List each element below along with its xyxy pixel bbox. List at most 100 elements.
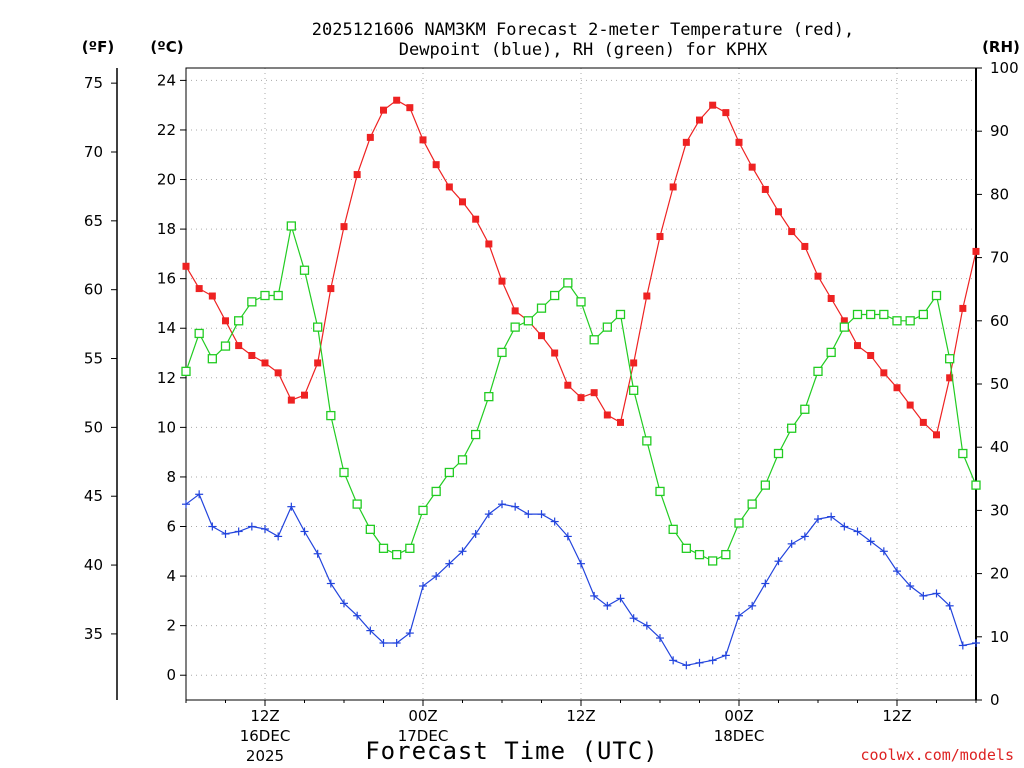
- chart-title-line1: 2025121606 NAM3KM Forecast 2-meter Tempe…: [312, 20, 854, 40]
- rh-point: [523, 316, 533, 326]
- dewpoint-point: [379, 638, 388, 647]
- date-tick-label: 18DEC: [714, 727, 765, 745]
- rh-tick-label: 30: [990, 501, 1009, 519]
- dewpoint-point: [866, 537, 875, 546]
- temperature-point: [709, 101, 717, 109]
- temperature-point: [248, 351, 256, 359]
- dewpoint-point: [419, 581, 427, 590]
- series-line: [185, 493, 977, 666]
- temperature-point: [840, 317, 848, 325]
- celsius-tick-label: 20: [157, 171, 176, 189]
- temperature-point: [222, 317, 229, 325]
- dewpoint-point: [498, 500, 506, 509]
- fahrenheit-unit-label: (ºF): [82, 38, 114, 56]
- dewpoint-point: [721, 651, 730, 660]
- celsius-tick-label: 10: [157, 418, 176, 436]
- dewpoint-point: [234, 527, 243, 536]
- time-tick-label: 00Z: [408, 707, 437, 725]
- rh-point: [234, 316, 244, 326]
- dewpoint-point: [405, 629, 414, 638]
- temperature-point: [538, 332, 545, 340]
- rh-point: [918, 309, 928, 320]
- dewpoint-point: [524, 510, 533, 519]
- temperature-point: [959, 304, 967, 312]
- celsius-tick-label: 0: [166, 666, 176, 684]
- dewpoint-point: [774, 557, 783, 566]
- temperature-point: [682, 138, 690, 146]
- rh-point: [286, 221, 296, 231]
- rh-tick-label: 10: [990, 628, 1009, 646]
- temperature-point: [301, 391, 308, 399]
- rh-point: [484, 391, 494, 402]
- dewpoint-point: [603, 601, 612, 610]
- temperature-point: [748, 163, 756, 171]
- year-tick-label: 2025: [246, 747, 284, 765]
- fahrenheit-tick-label: 70: [84, 143, 103, 161]
- temperature-point: [551, 349, 559, 357]
- temperature-point: [261, 359, 269, 367]
- temperature-point: [788, 228, 796, 236]
- dewpoint-point: [182, 500, 190, 509]
- rh-point: [576, 297, 586, 307]
- time-tick-label: 12Z: [882, 707, 911, 725]
- fahrenheit-tick-label: 40: [84, 556, 103, 574]
- temperature-point: [867, 351, 875, 359]
- temperature-point: [274, 369, 282, 377]
- dewpoint-point: [471, 529, 480, 538]
- celsius-tick-label: 18: [157, 220, 176, 238]
- temperature-point: [669, 183, 677, 191]
- rh-point: [194, 328, 204, 339]
- time-tick-label: 00Z: [724, 707, 753, 725]
- temperature-point: [893, 384, 901, 392]
- temperature-point: [472, 215, 480, 223]
- temperature-point: [590, 389, 598, 397]
- rh-tick-label: 70: [990, 249, 1009, 267]
- temperature-point: [287, 396, 295, 404]
- dewpoint-point: [458, 547, 467, 556]
- rh-point: [313, 322, 323, 332]
- rh-point: [563, 278, 573, 288]
- temperature-point: [511, 307, 519, 315]
- rh-point: [418, 505, 428, 516]
- dewpoint-point: [879, 547, 888, 556]
- rh-point: [220, 341, 231, 351]
- rh-point: [879, 309, 889, 320]
- rh-tick-label: 90: [990, 122, 1009, 140]
- celsius-tick-label: 4: [166, 567, 176, 585]
- series-2: [181, 221, 981, 566]
- rh-point: [615, 309, 626, 320]
- dewpoint-point: [445, 559, 454, 568]
- celsius-tick-label: 24: [157, 71, 176, 89]
- rh-point: [497, 347, 507, 358]
- temperature-point: [880, 369, 888, 377]
- series-1: [182, 490, 980, 670]
- temperature-point: [353, 171, 361, 179]
- dewpoint-point: [656, 634, 664, 643]
- rh-point: [931, 290, 942, 301]
- celsius-tick-label: 2: [166, 617, 176, 635]
- dewpoint-point: [590, 591, 599, 600]
- rh-point: [787, 423, 797, 433]
- dewpoint-point: [748, 601, 757, 610]
- rh-axis-ticks: 0 10 20 30 40 50 60 70 80 90 100: [976, 59, 1019, 709]
- dewpoint-point: [958, 641, 967, 650]
- rh-tick-label: 40: [990, 438, 1009, 456]
- dewpoint-point: [827, 512, 836, 521]
- dewpoint-point: [221, 529, 230, 538]
- rh-point: [444, 467, 454, 478]
- dewpoint-point: [669, 656, 678, 665]
- temperature-point: [814, 272, 822, 280]
- temperature-point: [208, 292, 216, 300]
- rh-point: [299, 265, 310, 275]
- temperature-point: [630, 359, 638, 367]
- date-tick-label: 17DEC: [398, 727, 449, 745]
- temperature-point: [445, 183, 453, 191]
- dewpoint-point: [853, 527, 862, 536]
- temperature-point: [498, 277, 506, 285]
- temperature-point: [603, 411, 611, 419]
- temperature-point: [906, 401, 914, 409]
- dewpoint-point: [906, 581, 915, 590]
- rh-point: [971, 480, 981, 490]
- temperature-point: [801, 242, 809, 250]
- rh-point: [405, 543, 415, 553]
